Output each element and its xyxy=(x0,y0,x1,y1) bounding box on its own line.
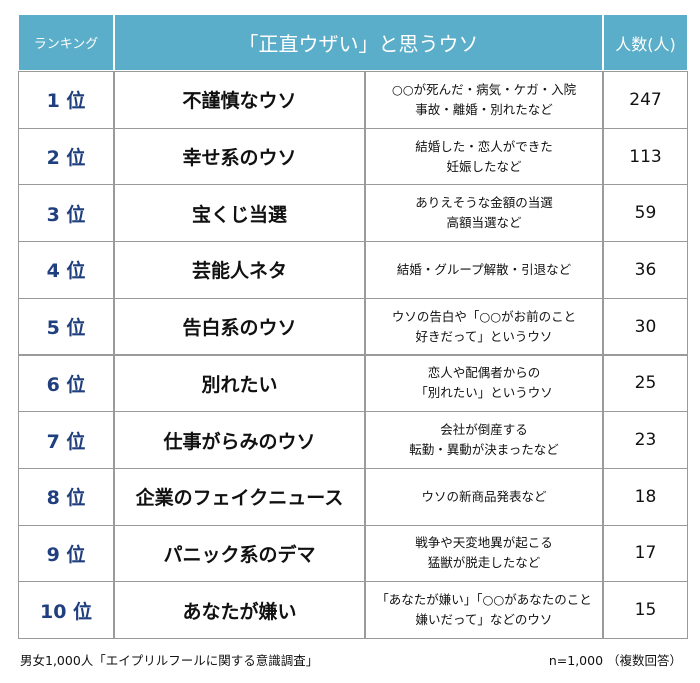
title-cell: 芸能人ネタ xyxy=(114,241,365,299)
rank-cell: 2 位 xyxy=(18,127,114,186)
description-line: 結婚した・恋人ができた xyxy=(415,138,553,154)
description-cell: 結婚した・恋人ができた 妊娠したなど xyxy=(365,127,603,186)
description-line: ウソの新商品発表など xyxy=(421,488,547,504)
description-line: 嫌いだって」などのウソ xyxy=(415,612,553,628)
title-cell: 別れたい xyxy=(114,354,365,413)
header-rank: ランキング xyxy=(18,14,114,71)
title-cell: あなたが嫌い xyxy=(114,581,365,639)
rank-cell: 3 位 xyxy=(18,184,114,243)
footer-note: n=1,000 （複数回答） xyxy=(548,653,682,668)
count-cell: 18 xyxy=(603,467,688,526)
description-line: 好きだって」というウソ xyxy=(415,328,553,344)
description-line: 戦争や天変地異が起こる xyxy=(415,535,553,551)
footer-source: 男女1,000人「エイプリルフールに関する意識調査」 xyxy=(20,653,319,668)
description-cell: 恋人や配偶者からの 「別れたい」というウソ xyxy=(365,354,603,413)
count-cell: 113 xyxy=(603,127,688,186)
rank-cell: 7 位 xyxy=(18,411,114,469)
description-line: 猛獣が脱走したなど xyxy=(427,555,541,571)
count-cell: 25 xyxy=(603,354,688,413)
rank-cell: 9 位 xyxy=(18,524,114,583)
title-cell: パニック系のデマ xyxy=(114,524,365,583)
description-cell: 会社が倒産する転勤・異動が決まったなど xyxy=(365,411,603,469)
count-cell: 247 xyxy=(603,71,688,129)
description-line: ○○が死んだ・病気・ケガ・入院 xyxy=(391,81,577,97)
description-line: 事故・離婚・別れたなど xyxy=(415,101,553,117)
count-cell: 36 xyxy=(603,241,688,299)
description-line: 「別れたい」というウソ xyxy=(415,385,553,401)
title-cell: 仕事がらみのウソ xyxy=(114,411,365,469)
rank-cell: 1 位 xyxy=(18,71,114,129)
count-cell: 17 xyxy=(603,524,688,583)
header-title: 「正直ウザい」と思うウソ xyxy=(114,14,603,71)
count-cell: 23 xyxy=(603,411,688,469)
description-line: 結婚・グループ解散・引退など xyxy=(396,261,572,277)
header-count: 人数(人) xyxy=(603,14,688,71)
rank-cell: 6 位 xyxy=(18,354,114,413)
description-cell: ウソの告白や「○○がお前のこと 好きだって」というウソ xyxy=(365,297,603,356)
rank-cell: 8 位 xyxy=(18,467,114,526)
description-cell: ウソの新商品発表など xyxy=(365,467,603,526)
title-cell: 宝くじ当選 xyxy=(114,184,365,243)
description-cell: 戦争や天変地異が起こる 猛獣が脱走したなど xyxy=(365,524,603,583)
description-cell: ○○が死んだ・病気・ケガ・入院 事故・離婚・別れたなど xyxy=(365,71,603,129)
rank-cell: 4 位 xyxy=(18,241,114,299)
description-line: 会社が倒産する xyxy=(440,422,528,438)
description-cell: 結婚・グループ解散・引退など xyxy=(365,241,603,299)
description-line: ありえそうな金額の当選 xyxy=(415,195,553,211)
count-cell: 15 xyxy=(603,581,688,639)
title-cell: 企業のフェイクニュース xyxy=(114,467,365,526)
title-cell: 不謹慎なウソ xyxy=(114,71,365,129)
description-line: ウソの告白や「○○がお前のこと xyxy=(391,308,577,324)
title-cell: 告白系のウソ xyxy=(114,297,365,356)
description-cell: 「あなたが嫌い」「○○があなたのこと 嫌いだって」などのウソ xyxy=(365,581,603,639)
title-cell: 幸せ系のウソ xyxy=(114,127,365,186)
description-line: 妊娠したなど xyxy=(446,158,522,174)
count-cell: 59 xyxy=(603,184,688,243)
description-line: 高額当選など xyxy=(446,215,522,231)
rank-cell: 5 位 xyxy=(18,297,114,356)
description-line: 恋人や配偶者からの xyxy=(427,365,541,381)
count-cell: 30 xyxy=(603,297,688,356)
rank-cell: 10 位 xyxy=(18,581,114,639)
description-cell: ありえそうな金額の当選 高額当選など xyxy=(365,184,603,243)
description-line: 転勤・異動が決まったなど xyxy=(409,442,559,458)
description-line: 「あなたが嫌い」「○○があなたのこと xyxy=(376,592,592,608)
